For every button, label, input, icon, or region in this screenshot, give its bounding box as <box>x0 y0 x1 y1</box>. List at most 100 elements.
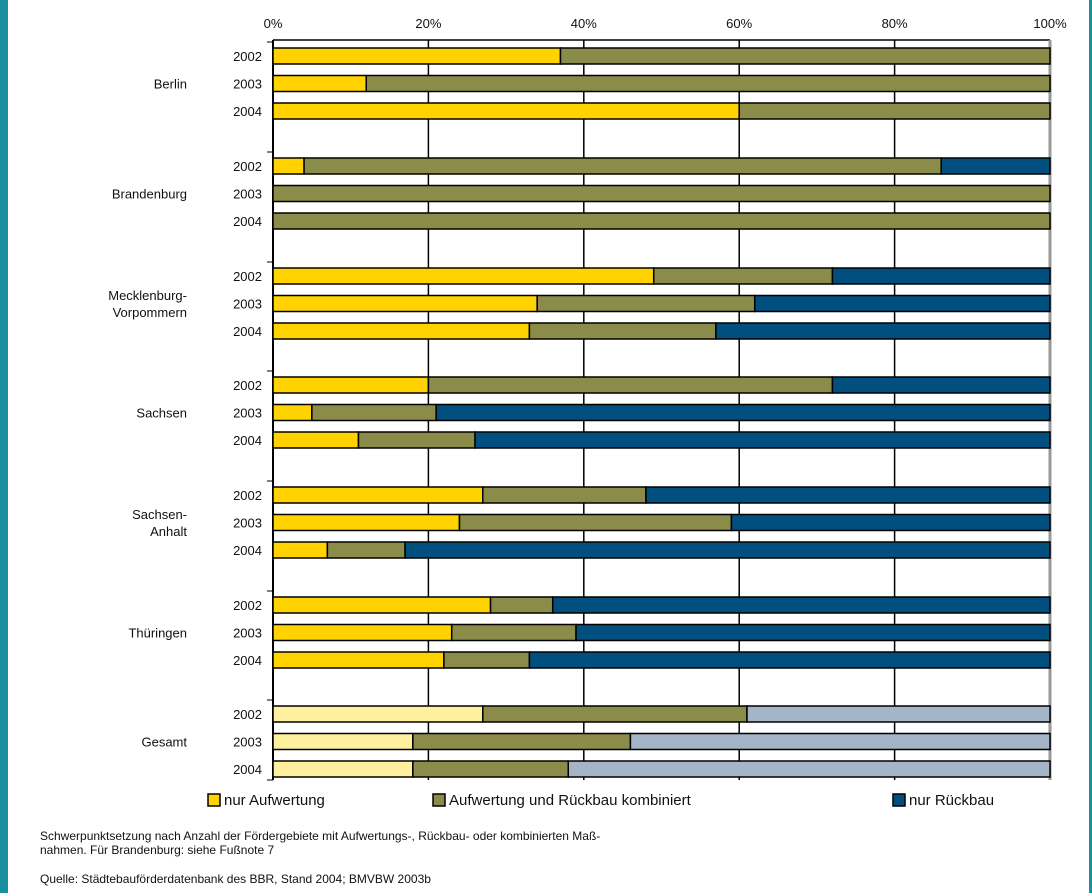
bar-segment <box>576 625 1050 641</box>
legend-label: Aufwertung und Rückbau kombiniert <box>449 792 692 809</box>
year-label: 2002 <box>233 488 262 503</box>
bar-segment <box>273 542 327 558</box>
bar-segment <box>273 405 312 421</box>
bar-segment <box>273 487 483 503</box>
source-note: Quelle: Städtebauförderdatenbank des BBR… <box>40 872 1040 886</box>
bar-segment <box>366 76 1050 92</box>
legend-swatch <box>208 794 220 806</box>
bar-segment <box>273 734 413 750</box>
bar-segment <box>568 761 1050 777</box>
bar-segment <box>273 213 1050 229</box>
bar-segment <box>475 432 1050 448</box>
x-tick-label: 100% <box>1033 16 1067 31</box>
year-label: 2004 <box>233 653 262 668</box>
group-label: Brandenburg <box>112 187 187 202</box>
bar-segment <box>358 432 475 448</box>
year-label: 2004 <box>233 762 262 777</box>
bar-segment <box>273 515 459 531</box>
bar-segment <box>273 625 452 641</box>
bar-segment <box>654 268 833 284</box>
bar-segment <box>273 103 739 119</box>
group-label: Thüringen <box>128 626 187 641</box>
footnote-line-2: nahmen. Für Brandenburg: siehe Fußnote 7 <box>40 843 1040 857</box>
bar-segment <box>716 323 1050 339</box>
bar-segment <box>273 706 483 722</box>
year-label: 2004 <box>233 214 262 229</box>
bar-segment <box>459 515 731 531</box>
bar-segment <box>941 158 1050 174</box>
year-label: 2002 <box>233 159 262 174</box>
bar-segment <box>630 734 1050 750</box>
bar-segment <box>483 706 747 722</box>
bar-segment <box>273 158 304 174</box>
x-tick-label: 40% <box>571 16 597 31</box>
bar-segment <box>537 296 755 312</box>
x-tick-label: 80% <box>882 16 908 31</box>
bar-segment <box>273 432 358 448</box>
year-label: 2003 <box>233 77 262 92</box>
bar-segment <box>327 542 405 558</box>
bar-segment <box>273 652 444 668</box>
bar-segment <box>529 323 715 339</box>
bar-segment <box>273 296 537 312</box>
legend-swatch <box>433 794 445 806</box>
group-label: Vorpommern <box>113 305 187 320</box>
year-label: 2003 <box>233 735 262 750</box>
year-label: 2003 <box>233 626 262 641</box>
x-tick-label: 20% <box>415 16 441 31</box>
year-label: 2004 <box>233 433 262 448</box>
year-label: 2003 <box>233 406 262 421</box>
bar-segment <box>731 515 1050 531</box>
bar-segment <box>413 734 631 750</box>
year-label: 2004 <box>233 543 262 558</box>
year-label: 2004 <box>233 104 262 119</box>
footnote: Schwerpunktsetzung nach Anzahl der Förde… <box>40 829 1040 857</box>
bar-segment <box>273 186 1050 202</box>
bar-segment <box>304 158 941 174</box>
bar-segment <box>747 706 1050 722</box>
bar-segment <box>553 597 1050 613</box>
year-label: 2004 <box>233 324 262 339</box>
bar-segment <box>312 405 436 421</box>
bar-segment <box>273 76 366 92</box>
bar-segment <box>739 103 1050 119</box>
year-label: 2002 <box>233 598 262 613</box>
bar-segment <box>560 48 1050 64</box>
legend-label: nur Rückbau <box>909 792 994 809</box>
footnote-line-1: Schwerpunktsetzung nach Anzahl der Förde… <box>40 829 1040 843</box>
bar-segment <box>273 597 491 613</box>
bar-segment <box>832 377 1050 393</box>
year-label: 2003 <box>233 187 262 202</box>
bar-segment <box>483 487 646 503</box>
x-tick-label: 0% <box>264 16 283 31</box>
year-label: 2002 <box>233 707 262 722</box>
bar-segment <box>646 487 1050 503</box>
bar-segment <box>452 625 576 641</box>
legend-label: nur Aufwertung <box>224 792 325 809</box>
bar-segment <box>273 48 560 64</box>
legend-swatch <box>893 794 905 806</box>
bar-segment <box>436 405 1050 421</box>
year-label: 2003 <box>233 297 262 312</box>
year-label: 2002 <box>233 49 262 64</box>
group-label: Berlin <box>154 77 187 92</box>
group-label: Gesamt <box>141 735 187 750</box>
x-tick-label: 60% <box>726 16 752 31</box>
group-label: Sachsen <box>136 406 187 421</box>
group-label: Anhalt <box>150 524 187 539</box>
bar-segment <box>405 542 1050 558</box>
year-label: 2002 <box>233 269 262 284</box>
bar-segment <box>832 268 1050 284</box>
group-label: Sachsen- <box>132 507 187 522</box>
bar-segment <box>529 652 1050 668</box>
year-label: 2002 <box>233 378 262 393</box>
bar-segment <box>444 652 529 668</box>
bar-segment <box>491 597 553 613</box>
bar-segment <box>428 377 832 393</box>
bar-segment <box>273 377 428 393</box>
bar-segment <box>273 268 654 284</box>
group-label: Mecklenburg- <box>108 288 187 303</box>
bar-segment <box>413 761 568 777</box>
bar-segment <box>273 761 413 777</box>
